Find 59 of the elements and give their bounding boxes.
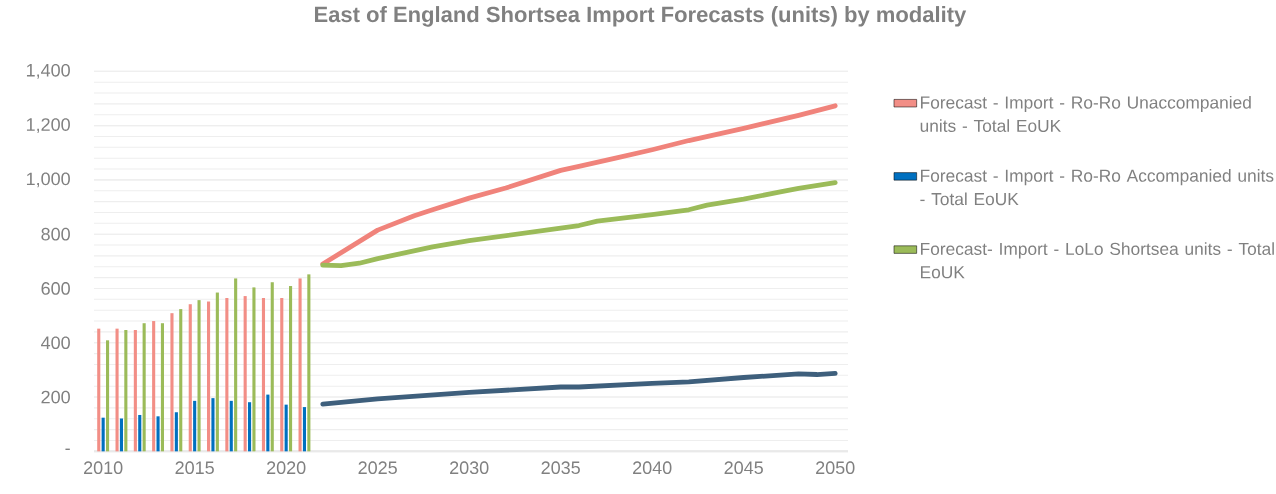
y-tick-label: 1,400 bbox=[26, 63, 70, 79]
chart-title: East of England Shortsea Import Forecasts (units) by modality bbox=[314, 6, 967, 27]
bar bbox=[105, 340, 110, 452]
y-tick-label: 600 bbox=[41, 282, 70, 295]
bar bbox=[207, 301, 211, 452]
bar bbox=[160, 323, 164, 452]
bar bbox=[289, 286, 293, 452]
bar bbox=[252, 287, 256, 452]
bar bbox=[229, 400, 233, 452]
y-tick-label: 200 bbox=[41, 390, 70, 404]
bar bbox=[243, 296, 247, 452]
bar bbox=[119, 418, 124, 452]
x-tick-label: 2025 bbox=[358, 461, 397, 475]
y-tick-label: 1,200 bbox=[26, 118, 70, 134]
bar bbox=[302, 407, 307, 452]
bar bbox=[193, 400, 197, 452]
x-tick-label: 2010 bbox=[84, 461, 123, 475]
bar bbox=[261, 297, 266, 452]
bar bbox=[156, 416, 160, 452]
y-tick-label: 400 bbox=[41, 336, 70, 350]
y-tick-label: 800 bbox=[41, 227, 70, 241]
x-tick-label: 2020 bbox=[267, 461, 306, 475]
bar bbox=[152, 321, 156, 452]
bar bbox=[225, 297, 229, 452]
bar bbox=[248, 402, 252, 452]
bar bbox=[215, 292, 219, 452]
x-tick-label: 2030 bbox=[450, 461, 489, 475]
bar bbox=[97, 328, 101, 452]
bar bbox=[138, 414, 142, 452]
x-tick-label: 2035 bbox=[541, 461, 580, 475]
x-tick-label: 2050 bbox=[816, 461, 855, 475]
bar bbox=[170, 313, 174, 452]
bar bbox=[284, 404, 288, 452]
bar bbox=[101, 417, 105, 452]
legend-label: Forecast- Import - LoLo Shortsea units - Total EoUK bbox=[921, 242, 1274, 279]
legend-label: Forecast - Import - Ro-Ro Unaccompanied units - Total EoUK bbox=[920, 95, 1251, 132]
bar bbox=[211, 398, 215, 452]
bar bbox=[280, 297, 284, 452]
legend-label: Forecast - Import - Ro-Ro Accompanied units - Total EoUK bbox=[920, 169, 1274, 206]
bar bbox=[307, 274, 311, 452]
y-tick-label: 1,000 bbox=[26, 172, 70, 188]
x-tick-label: 2045 bbox=[724, 461, 763, 475]
bar bbox=[115, 328, 119, 452]
bar bbox=[234, 278, 238, 452]
line-series bbox=[320, 371, 838, 407]
bar bbox=[270, 282, 274, 452]
line-series bbox=[320, 180, 838, 269]
bar bbox=[298, 278, 302, 452]
bar bbox=[179, 309, 183, 452]
bar bbox=[188, 304, 192, 452]
x-tick-label: 2040 bbox=[633, 461, 672, 475]
y-tick-label: - bbox=[65, 448, 70, 450]
bar bbox=[197, 300, 201, 452]
bar bbox=[174, 412, 178, 452]
bar bbox=[124, 330, 128, 452]
bar bbox=[266, 394, 270, 452]
x-tick-label: 2015 bbox=[175, 461, 214, 475]
bar bbox=[133, 330, 137, 452]
bar bbox=[142, 323, 146, 452]
